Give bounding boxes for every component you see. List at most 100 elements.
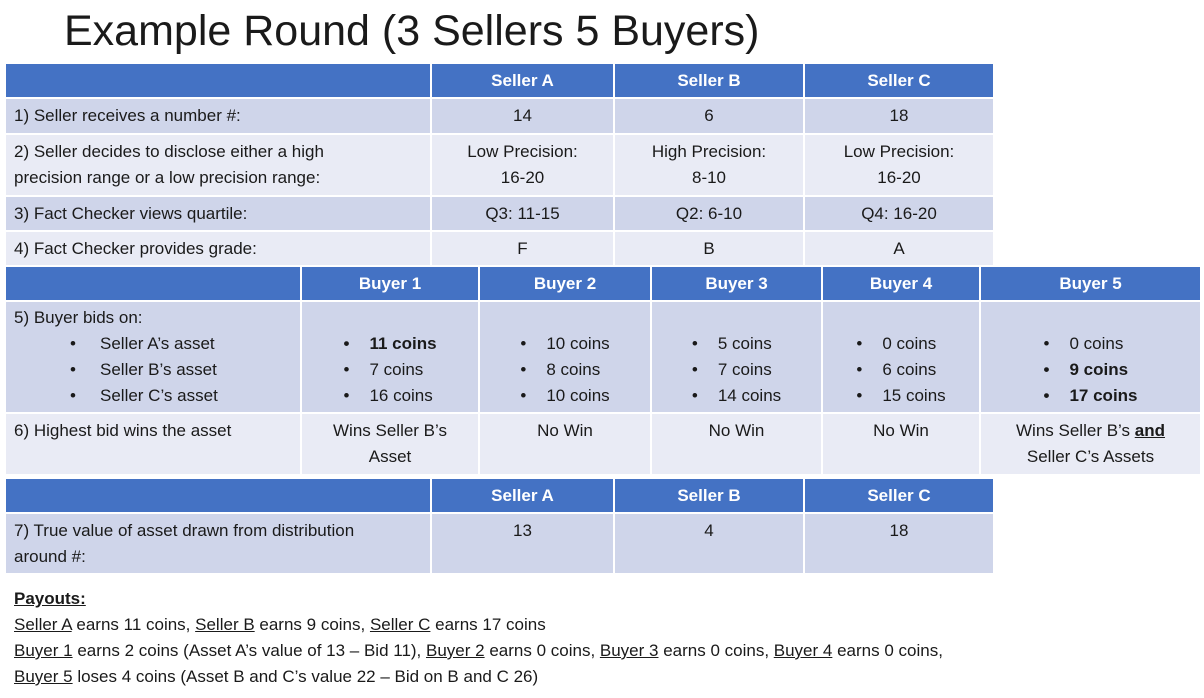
cell-r1-seller-a: 14 [432, 99, 613, 133]
row-label-7-line-2: around #: [14, 547, 86, 566]
bid-item: 17 coins [1043, 383, 1137, 409]
payout-party: Buyer 1 [14, 641, 73, 660]
bid-item: 5 coins [692, 331, 781, 357]
cell-r4-seller-c: A [805, 232, 993, 265]
cell-r2-seller-b: High Precision: 8-10 [615, 135, 803, 195]
cell-r2-seller-b-line-1: High Precision: [651, 142, 767, 161]
bid-list: 11 coins7 coins16 coins [343, 331, 436, 409]
cell-r2-seller-c: Low Precision: 16-20 [805, 135, 993, 195]
value-seller-c: 18 [805, 514, 993, 573]
bid-item: 16 coins [343, 383, 436, 409]
cell-r4-seller-b: B [615, 232, 803, 265]
payout-party: Seller A [14, 615, 72, 634]
cell-r1-seller-c: 18 [805, 99, 993, 133]
cell-r3-seller-b: Q2: 6-10 [615, 197, 803, 230]
bid-item: 8 coins [520, 357, 609, 383]
header-blank [6, 64, 430, 97]
cell-r2-seller-a: Low Precision: 16-20 [432, 135, 613, 195]
row-label-7-line-1: 7) True value of asset drawn from distri… [14, 521, 355, 540]
payouts-line-2: Buyer 1 earns 2 coins (Asset A’s value o… [14, 638, 943, 664]
value-header-seller-a: Seller A [432, 479, 613, 512]
value-seller-a: 13 [432, 514, 613, 573]
bid-item: 10 coins [520, 383, 609, 409]
win-buyer-3: No Win [652, 414, 821, 474]
list-item: Seller C’s asset [14, 383, 300, 409]
row-label-2-line-2: precision range or a low precision range… [14, 168, 321, 187]
cell-r2-seller-b-line-2: 8-10 [691, 168, 727, 187]
payouts-section: Payouts: Seller A earns 11 coins, Seller… [14, 586, 943, 690]
cell-r3-seller-a: Q3: 11-15 [432, 197, 613, 230]
header-buyer-5: Buyer 5 [981, 267, 1200, 300]
cell-r2-seller-c-line-1: Low Precision: [843, 142, 955, 161]
bids-buyer-3: 5 coins7 coins14 coins [652, 302, 821, 412]
value-header-seller-b: Seller B [615, 479, 803, 512]
win-buyer-5-text: Wins Seller B’s [1016, 421, 1135, 440]
bid-list: 0 coins9 coins17 coins [1043, 331, 1137, 409]
payout-text: earns 0 coins, [832, 641, 943, 660]
header-buyer-1: Buyer 1 [302, 267, 478, 300]
payout-text: earns 0 coins, [658, 641, 774, 660]
payout-party: Buyer 5 [14, 667, 73, 686]
bid-item: 14 coins [692, 383, 781, 409]
cell-r2-seller-c-line-2: 16-20 [877, 168, 921, 187]
payout-text: earns 2 coins (Asset A’s value of 13 – B… [72, 641, 427, 660]
bid-item: 9 coins [1043, 357, 1137, 383]
bid-list: 5 coins7 coins14 coins [692, 331, 781, 409]
payout-party: Seller B [195, 615, 255, 634]
payout-text: loses 4 coins (Asset B and C’s value 22 … [72, 667, 539, 686]
buyers-table: Buyer 1 Buyer 2 Buyer 3 Buyer 4 Buyer 5 … [4, 265, 1202, 476]
header-blank [6, 479, 430, 512]
bid-item: 0 coins [1043, 331, 1137, 357]
payout-text: earns 11 coins, [71, 615, 196, 634]
header-seller-b: Seller B [615, 64, 803, 97]
payouts-heading: Payouts: [14, 589, 86, 608]
row-label-2-line-1: 2) Seller decides to disclose either a h… [14, 142, 324, 161]
payout-party: Buyer 3 [599, 641, 659, 660]
row-label-7: 7) True value of asset drawn from distri… [6, 514, 430, 573]
win-buyer-2: No Win [480, 414, 650, 474]
payout-party: Seller C [369, 615, 431, 634]
cell-r4-seller-a: F [432, 232, 613, 265]
row-label-3: 3) Fact Checker views quartile: [6, 197, 430, 230]
bid-item: 0 coins [856, 331, 945, 357]
value-table: Seller A Seller B Seller C 7) True value… [4, 477, 995, 575]
win-buyer-5: Wins Seller B’s and Seller C’s Assets [981, 414, 1200, 474]
cell-r2-seller-a-line-2: 16-20 [500, 168, 545, 187]
row-label-5-list: Seller A’s asset Seller B’s asset Seller… [14, 331, 300, 409]
bid-item: 6 coins [856, 357, 945, 383]
payout-party: Buyer 4 [773, 641, 833, 660]
win-buyer-1-line-2: Asset [368, 447, 412, 466]
bids-buyer-2: 10 coins8 coins10 coins [480, 302, 650, 412]
header-buyer-3: Buyer 3 [652, 267, 821, 300]
row-label-5: 5) Buyer bids on: Seller A’s asset Selle… [6, 302, 300, 412]
row-label-6: 6) Highest bid wins the asset [6, 414, 300, 474]
win-buyer-4: No Win [823, 414, 979, 474]
row-label-1: 1) Seller receives a number #: [6, 99, 430, 133]
payouts-line-3: Buyer 5 loses 4 coins (Asset B and C’s v… [14, 664, 943, 690]
win-buyer-5-and: and [1134, 421, 1165, 440]
header-seller-a: Seller A [432, 64, 613, 97]
value-seller-b: 4 [615, 514, 803, 573]
bid-item: 7 coins [343, 357, 436, 383]
header-buyer-2: Buyer 2 [480, 267, 650, 300]
bid-item: 7 coins [692, 357, 781, 383]
payout-text: earns 9 coins, [254, 615, 370, 634]
row-label-4: 4) Fact Checker provides grade: [6, 232, 430, 265]
bids-buyer-1: 11 coins7 coins16 coins [302, 302, 478, 412]
cell-r2-seller-a-line-1: Low Precision: [467, 142, 578, 161]
header-buyer-4: Buyer 4 [823, 267, 979, 300]
bids-buyer-5: 0 coins9 coins17 coins [981, 302, 1200, 412]
payout-text: earns 17 coins [430, 615, 546, 634]
win-buyer-1-line-1: Wins Seller B’s [333, 421, 447, 440]
row-label-5-heading: 5) Buyer bids on: [14, 308, 143, 327]
sellers-table: Seller A Seller B Seller C 1) Seller rec… [4, 62, 995, 267]
payout-party: Buyer 2 [426, 641, 485, 660]
win-buyer-5-line-2: Seller C’s Assets [1026, 447, 1155, 466]
list-item: Seller A’s asset [14, 331, 300, 357]
cell-r3-seller-c: Q4: 16-20 [805, 197, 993, 230]
bid-item: 15 coins [856, 383, 945, 409]
slide-title: Example Round (3 Sellers 5 Buyers) [64, 7, 760, 55]
row-label-2: 2) Seller decides to disclose either a h… [6, 135, 430, 195]
value-header-seller-c: Seller C [805, 479, 993, 512]
